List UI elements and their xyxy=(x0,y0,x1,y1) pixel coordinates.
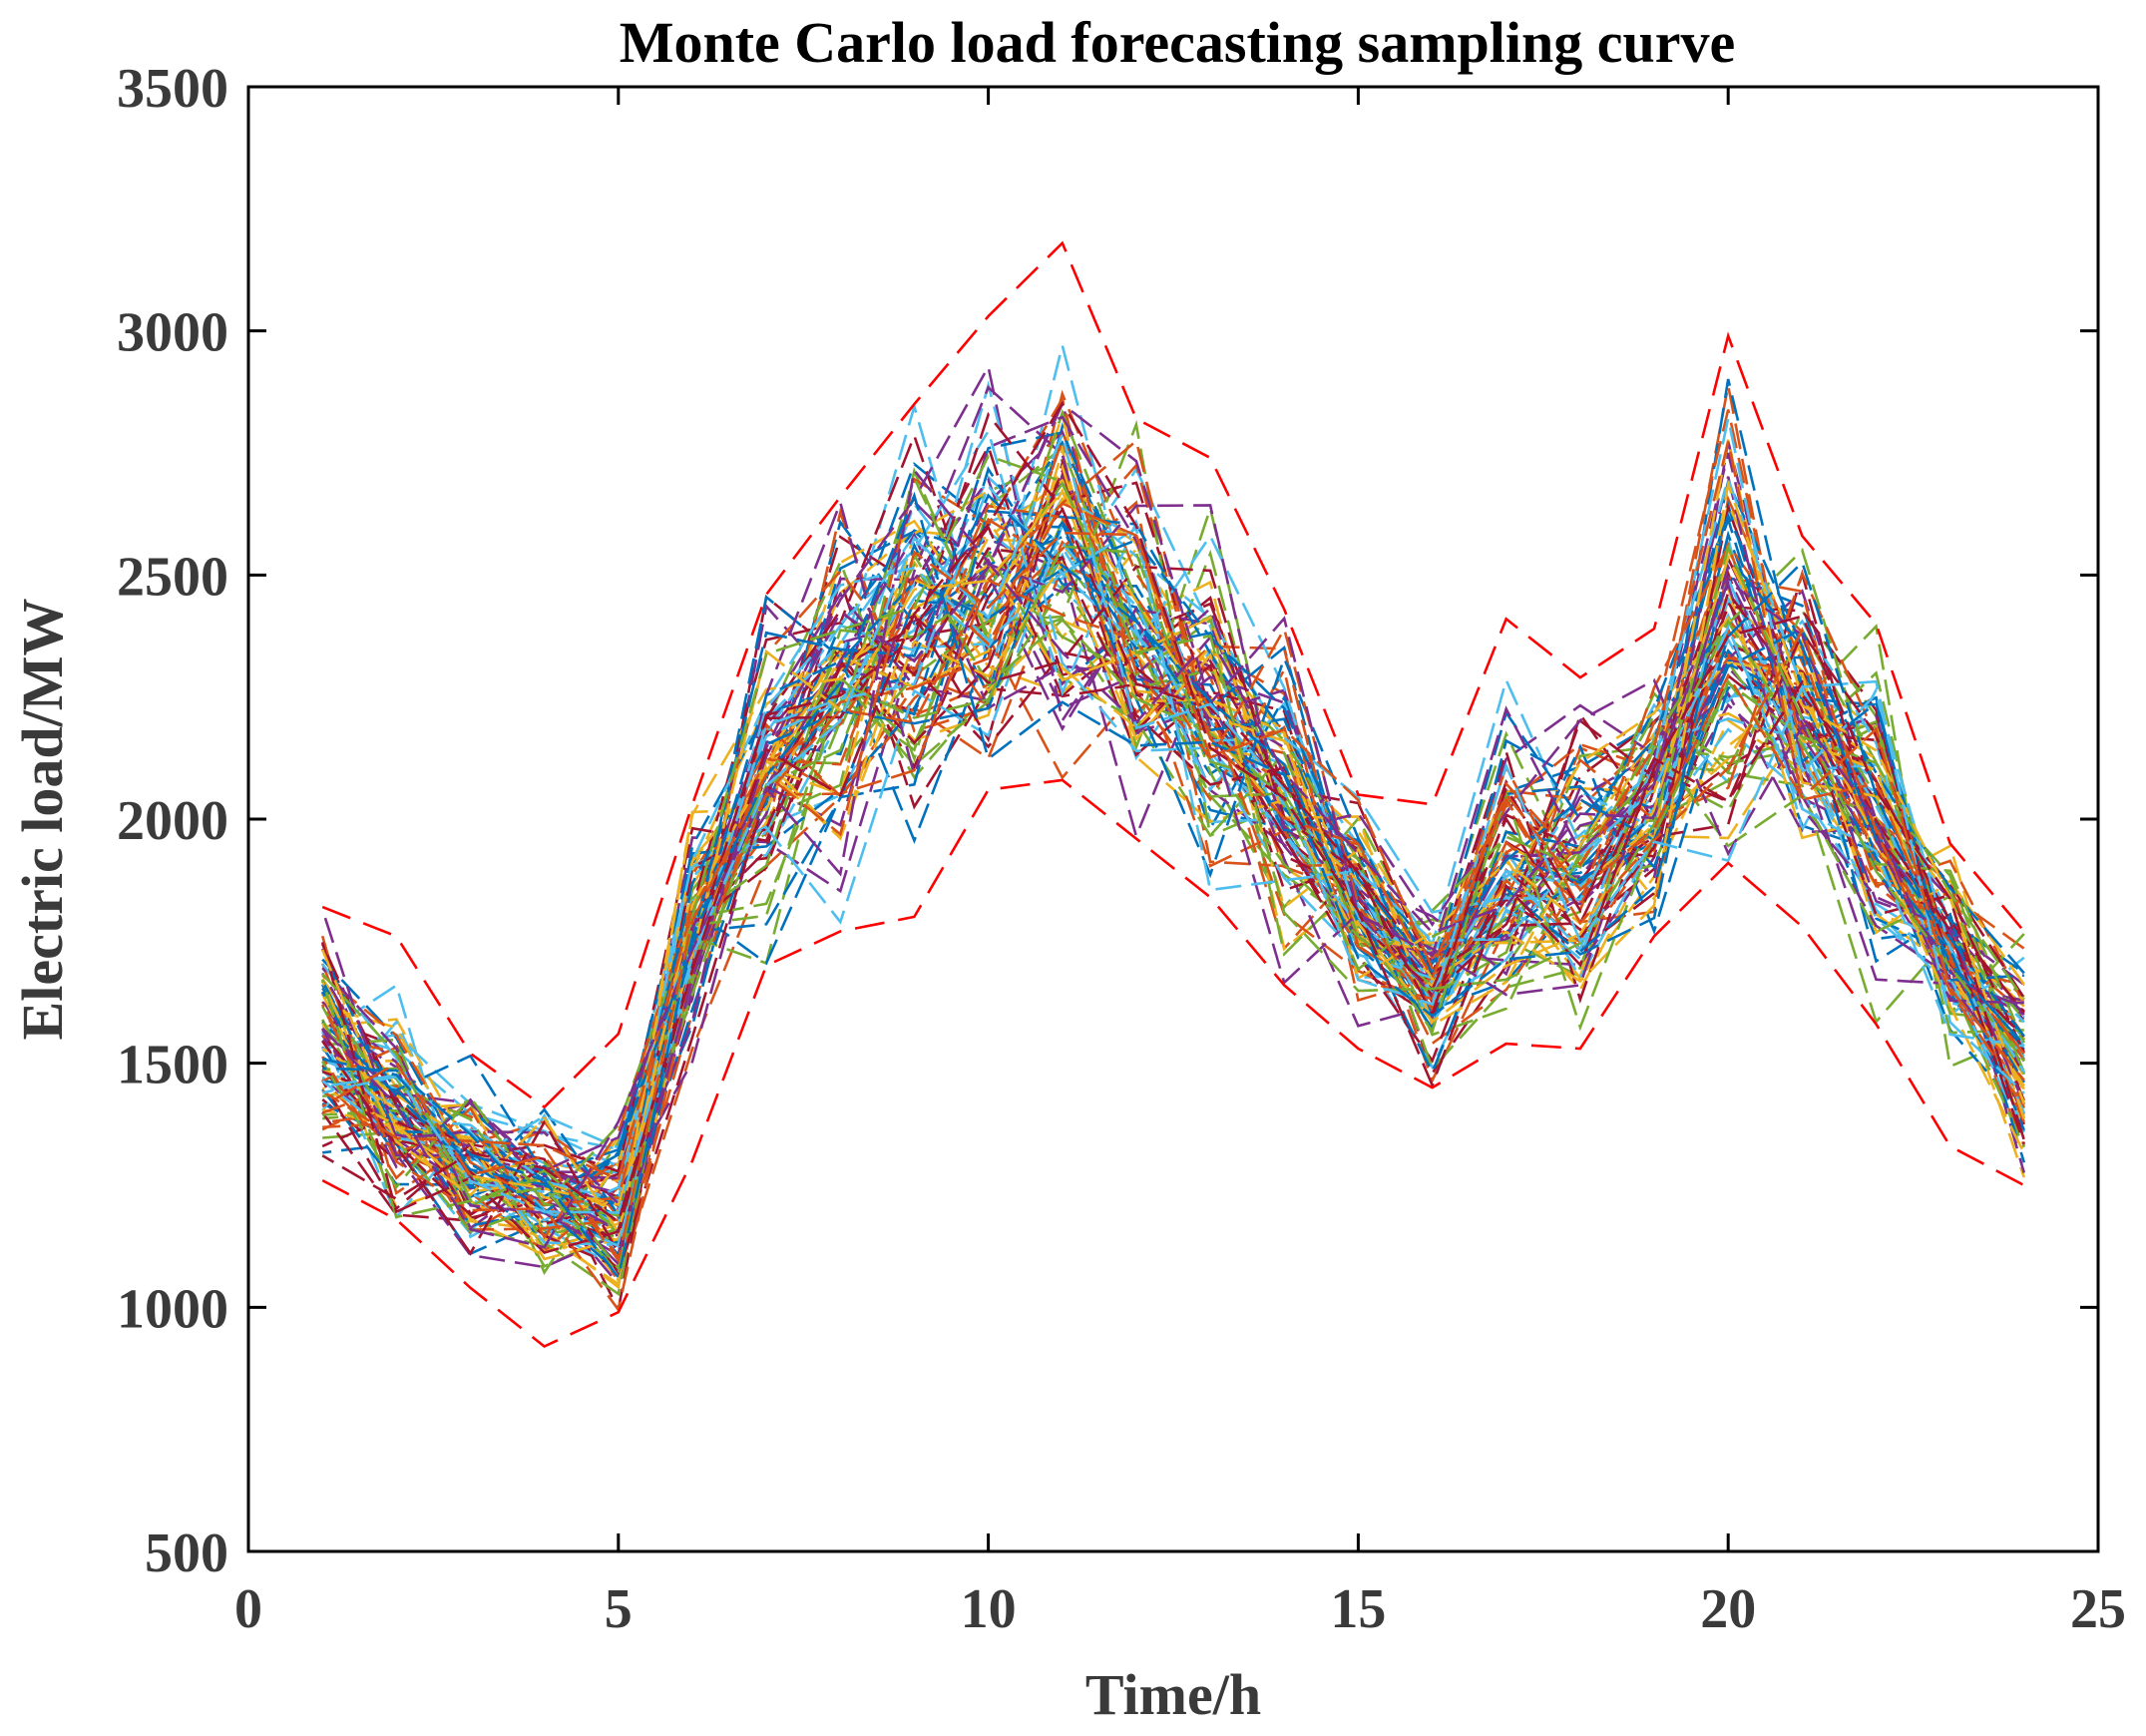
y-axis-label: Electric load/MW xyxy=(10,599,75,1041)
envelope-group xyxy=(321,240,2025,1349)
x-axis-label: Time/h xyxy=(1085,1662,1261,1727)
sample-series-line xyxy=(321,565,2025,1257)
sample-series-line xyxy=(321,458,2025,1242)
x-tick-label: 5 xyxy=(605,1578,633,1640)
lower-envelope-line xyxy=(321,778,2025,1349)
sample-series-line xyxy=(321,467,2024,1249)
sample-series-line xyxy=(321,489,2025,1290)
upper-envelope-line xyxy=(321,240,2025,1109)
x-tick-label: 25 xyxy=(2070,1578,2126,1640)
sample-series-line xyxy=(321,547,2025,1226)
sample-series-line xyxy=(321,440,2025,1240)
sample-series-line xyxy=(321,443,2026,1222)
sample-series-line xyxy=(320,396,2025,1207)
x-tick-label: 20 xyxy=(1700,1578,1756,1640)
y-tick-label: 1500 xyxy=(117,1035,228,1096)
sample-series-line xyxy=(321,439,2026,1261)
sample-series-line xyxy=(320,489,2026,1207)
sample-series-line xyxy=(320,411,2026,1254)
series-group xyxy=(320,345,2026,1314)
x-tick-label: 0 xyxy=(234,1578,262,1640)
ticks-group xyxy=(246,85,2100,1553)
sample-series-line xyxy=(321,418,2025,1247)
sample-series-line xyxy=(322,483,2025,1248)
sample-series-line xyxy=(321,569,2026,1173)
sample-series-line xyxy=(321,441,2025,1313)
y-tick-label: 3500 xyxy=(117,58,228,120)
sample-series-line xyxy=(322,611,2026,1284)
sample-series-line xyxy=(321,444,2025,1217)
sample-series-line xyxy=(321,540,2025,1222)
sample-series-line xyxy=(321,345,2025,1163)
sample-series-line xyxy=(322,395,2025,1261)
x-tick-label: 10 xyxy=(961,1578,1017,1640)
sample-series-line xyxy=(321,491,2025,1281)
y-tick-label: 1000 xyxy=(117,1278,228,1340)
sample-series-line xyxy=(321,502,2025,1182)
sample-series-line xyxy=(321,477,2025,1219)
sample-series-line xyxy=(321,415,2025,1173)
x-tick-label: 15 xyxy=(1330,1578,1386,1640)
sample-series-line xyxy=(321,410,2025,1183)
y-tick-label: 500 xyxy=(145,1522,228,1584)
sample-series-line xyxy=(321,438,2025,1240)
sample-series-line xyxy=(322,380,2025,1270)
sample-series-line xyxy=(321,531,2025,1264)
sample-series-line xyxy=(322,584,2025,1233)
sample-series-line xyxy=(321,524,2025,1276)
sample-series-line xyxy=(321,462,2025,1207)
y-tick-label: 2000 xyxy=(117,790,228,852)
chart-title: Monte Carlo load forecasting sampling cu… xyxy=(620,10,1736,75)
y-tick-label: 2500 xyxy=(117,546,228,608)
sample-series-line xyxy=(320,498,2025,1206)
y-tick-label: 3000 xyxy=(117,302,228,364)
sample-series-line xyxy=(321,522,2025,1225)
tick-labels-group: 0 5 10 15 20 25 500 1000 1500 2000 2500 3000 3500 xyxy=(117,58,2126,1640)
sample-series-line xyxy=(322,493,2025,1215)
sample-series-line xyxy=(321,401,2025,1257)
sample-series-line xyxy=(321,362,2025,1267)
sample-series-line xyxy=(321,400,2026,1224)
